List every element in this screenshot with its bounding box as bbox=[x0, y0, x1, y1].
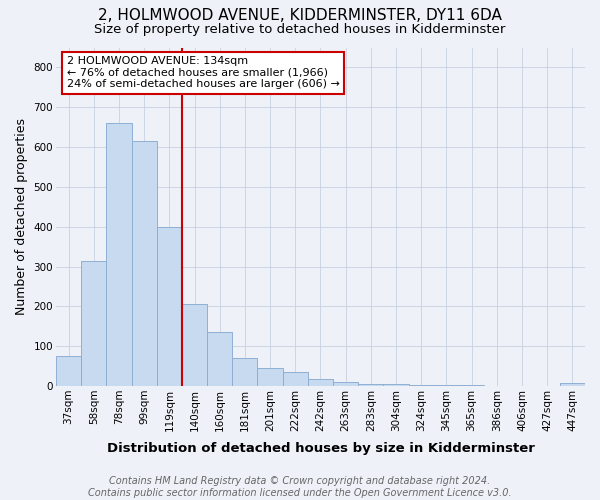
Text: Contains HM Land Registry data © Crown copyright and database right 2024.
Contai: Contains HM Land Registry data © Crown c… bbox=[88, 476, 512, 498]
X-axis label: Distribution of detached houses by size in Kidderminster: Distribution of detached houses by size … bbox=[107, 442, 535, 455]
Bar bbox=[207, 332, 232, 386]
Bar bbox=[232, 358, 257, 386]
Bar bbox=[459, 385, 484, 386]
Text: Size of property relative to detached houses in Kidderminster: Size of property relative to detached ho… bbox=[94, 22, 506, 36]
Bar bbox=[131, 141, 157, 386]
Bar bbox=[434, 385, 459, 386]
Bar bbox=[182, 304, 207, 386]
Bar bbox=[358, 384, 383, 386]
Bar bbox=[308, 379, 333, 386]
Bar bbox=[81, 260, 106, 386]
Y-axis label: Number of detached properties: Number of detached properties bbox=[15, 118, 28, 315]
Bar bbox=[333, 382, 358, 386]
Text: 2 HOLMWOOD AVENUE: 134sqm
← 76% of detached houses are smaller (1,966)
24% of se: 2 HOLMWOOD AVENUE: 134sqm ← 76% of detac… bbox=[67, 56, 340, 89]
Bar bbox=[409, 385, 434, 386]
Bar bbox=[283, 372, 308, 386]
Text: 2, HOLMWOOD AVENUE, KIDDERMINSTER, DY11 6DA: 2, HOLMWOOD AVENUE, KIDDERMINSTER, DY11 … bbox=[98, 8, 502, 22]
Bar bbox=[56, 356, 81, 386]
Bar bbox=[383, 384, 409, 386]
Bar bbox=[157, 226, 182, 386]
Bar bbox=[106, 123, 131, 386]
Bar bbox=[257, 368, 283, 386]
Bar bbox=[560, 383, 585, 386]
